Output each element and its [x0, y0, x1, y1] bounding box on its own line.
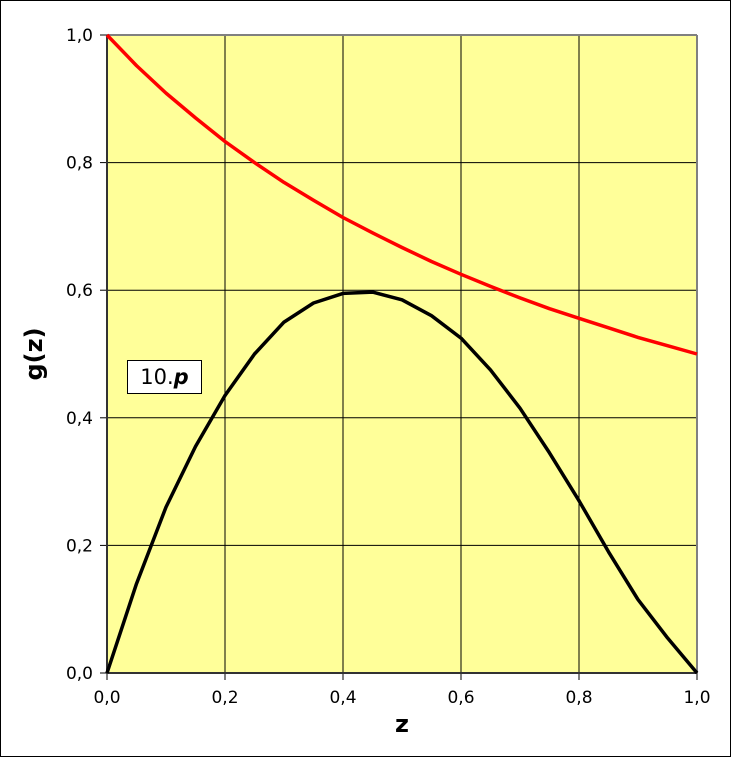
y-tick-label: 0,0	[66, 664, 93, 684]
y-tick-label: 0,6	[66, 281, 93, 301]
series-red	[105, 33, 698, 356]
x-tick-label: 0,6	[447, 688, 474, 708]
x-tick-label: 0,2	[211, 688, 238, 708]
plot-area	[107, 35, 697, 673]
curve-label-emphasis: p	[173, 365, 189, 389]
series-black	[105, 290, 699, 675]
x-axis-title: z	[395, 710, 409, 738]
x-tick-label: 0,4	[329, 688, 356, 708]
y-tick-label: 0,4	[66, 409, 93, 429]
x-tick-label: 0,0	[93, 688, 120, 708]
x-tick-label: 1,0	[683, 688, 710, 708]
curve-label: 10. p	[127, 360, 202, 394]
y-axis-title: g(z)	[20, 327, 48, 380]
x-tick-label: 0,8	[565, 688, 592, 708]
curve-label-prefix: 10.	[140, 365, 174, 389]
y-tick-label: 1,0	[66, 26, 93, 46]
y-tick-label: 0,2	[66, 536, 93, 556]
y-tick-label: 0,8	[66, 154, 93, 174]
